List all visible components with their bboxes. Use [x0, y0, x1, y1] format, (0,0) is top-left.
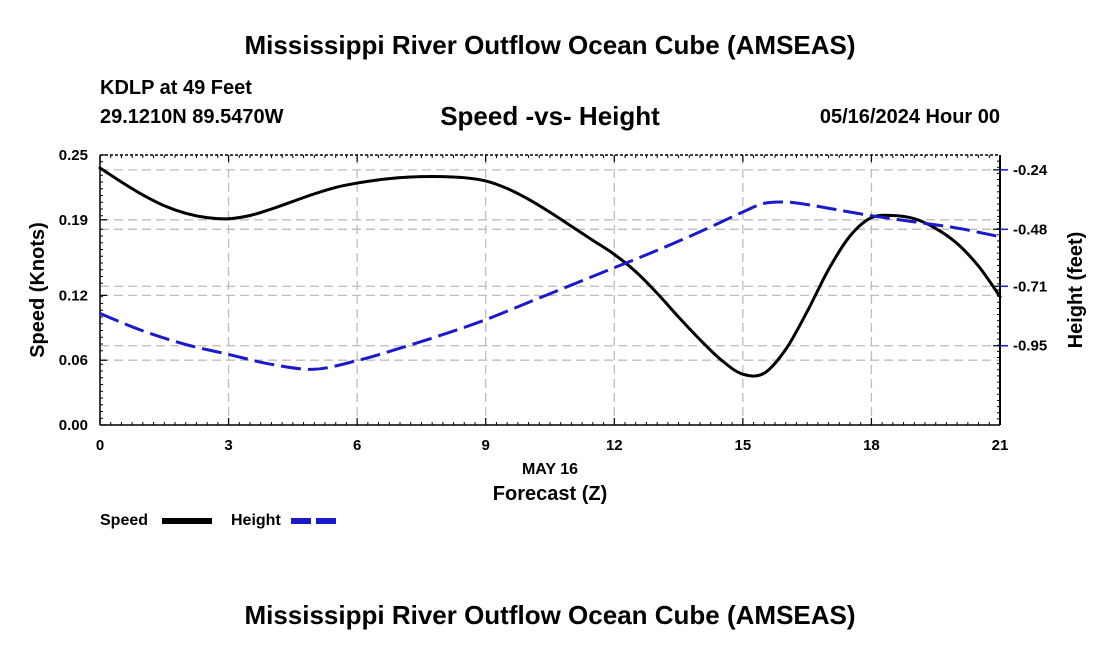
- grid-lines: [100, 155, 1000, 425]
- y-tick-label: 0.00: [59, 417, 88, 434]
- y-tick-label: 0.12: [59, 287, 88, 304]
- y2-tick-label: -0.71: [1013, 278, 1047, 295]
- page-title-bottom: Mississippi River Outflow Ocean Cube (AM…: [244, 600, 856, 630]
- y-tick-label: 0.19: [59, 212, 88, 229]
- y2-tick-label: -0.24: [1013, 162, 1048, 179]
- y2-tick-label: -0.95: [1013, 338, 1047, 355]
- x-tick-label: 9: [482, 437, 490, 454]
- x-tick-label: 15: [735, 437, 752, 454]
- station-label: KDLP at 49 Feet: [100, 77, 252, 99]
- series-height-line: [99, 200, 1001, 371]
- x-tick-label: 0: [96, 437, 104, 454]
- series-speed-line: [98, 166, 1002, 378]
- x-axis-label: Forecast (Z): [493, 483, 607, 505]
- coordinates-label: 29.1210N 89.5470W: [100, 106, 284, 128]
- legend-speed-label: Speed: [100, 512, 148, 529]
- x-tick-label: 12: [606, 437, 623, 454]
- x-axis-date-label: MAY 16: [522, 461, 578, 478]
- chart-title: Speed -vs- Height: [440, 101, 660, 131]
- y-axis-label: Speed (Knots): [27, 222, 49, 358]
- page-title-top: Mississippi River Outflow Ocean Cube (AM…: [244, 30, 856, 60]
- x-tick-label: 6: [353, 437, 361, 454]
- y2-axis-label: Height (feet): [1065, 232, 1087, 349]
- tick-marks: 0 3 6 9 12 15 18 21 0.00 0.06 0.12 0.19 0.25 -0.24 -0.…: [59, 147, 1048, 454]
- y-tick-label: 0.06: [59, 352, 88, 369]
- y2-tick-label: -0.48: [1013, 221, 1047, 238]
- x-tick-label: 18: [863, 437, 880, 454]
- legend-height-label: Height: [231, 512, 281, 529]
- legend: Speed Height: [100, 512, 341, 529]
- x-tick-label: 21: [992, 437, 1009, 454]
- run-time-label: 05/16/2024 Hour 00: [819, 106, 1000, 128]
- axes: [99, 154, 1001, 426]
- y-tick-label: 0.25: [59, 147, 88, 164]
- series-layer: [98, 166, 1002, 378]
- x-tick-label: 3: [224, 437, 232, 454]
